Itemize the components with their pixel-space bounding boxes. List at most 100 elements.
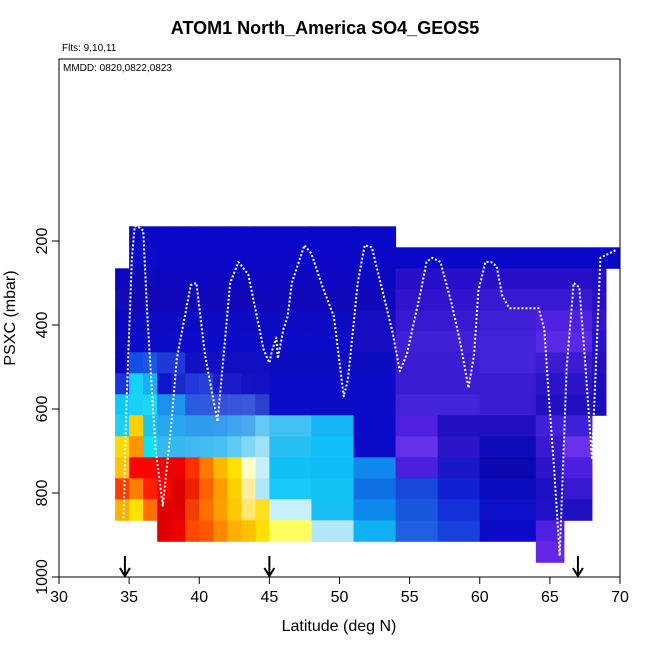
- heatmap-cell: [213, 247, 228, 269]
- heatmap-cell: [115, 352, 130, 374]
- y-tick-label: 600: [34, 396, 51, 423]
- heatmap-cell: [143, 268, 158, 290]
- heatmap-cell: [269, 352, 312, 374]
- heatmap-cell: [213, 289, 228, 311]
- heatmap-cell: [535, 520, 565, 542]
- heatmap-cell: [535, 247, 565, 269]
- heatmap-cell: [213, 478, 228, 500]
- heatmap-cell: [395, 394, 439, 416]
- heatmap-cell: [213, 310, 228, 332]
- flights-label: Flts: 9,10,11: [62, 43, 117, 54]
- heatmap-cell: [157, 457, 172, 479]
- heatmap-cell: [437, 520, 481, 542]
- heatmap-cell: [227, 478, 242, 500]
- heatmap-cell: [241, 520, 256, 542]
- heatmap-cell: [129, 331, 144, 353]
- heatmap-cell: [199, 394, 214, 416]
- heatmap-cell: [227, 268, 242, 290]
- heatmap-cell: [241, 310, 256, 332]
- heatmap-cell: [241, 247, 256, 269]
- heatmap-cell: [185, 247, 200, 269]
- heatmap-cell: [563, 478, 593, 500]
- heatmap-cell: [535, 436, 565, 458]
- heatmap-cell: [199, 331, 214, 353]
- heatmap-cell: [269, 226, 312, 248]
- heatmap-cell: [115, 457, 130, 479]
- heatmap-cell: [129, 499, 144, 521]
- heatmap-cell: [227, 436, 242, 458]
- heatmap-cell: [437, 415, 481, 437]
- heatmap-cell: [591, 373, 607, 395]
- heatmap-cell: [241, 478, 256, 500]
- x-tick-label: 65: [541, 589, 559, 606]
- heatmap-cell: [171, 331, 186, 353]
- heatmap-cell: [353, 520, 397, 542]
- heatmap-cell: [535, 457, 565, 479]
- heatmap-cell: [129, 226, 144, 248]
- heatmap-cell: [255, 268, 270, 290]
- heatmap-cell: [199, 478, 214, 500]
- heatmap-cell: [311, 247, 355, 269]
- heatmap-cell: [241, 436, 256, 458]
- heatmap-cell: [185, 415, 200, 437]
- heatmap-cell: [157, 247, 172, 269]
- heatmap-cell: [479, 310, 537, 332]
- heatmap-cell: [227, 247, 242, 269]
- heatmap-cell: [563, 331, 593, 353]
- heatmap-cell: [437, 289, 481, 311]
- x-tick-label: 30: [50, 589, 68, 606]
- heatmap-cell: [269, 520, 312, 542]
- heatmap-cell: [157, 373, 172, 395]
- heatmap-cell: [563, 247, 593, 269]
- heatmap-cell: [255, 457, 270, 479]
- heatmap-cell: [395, 415, 439, 437]
- heatmap-cell: [129, 352, 144, 374]
- heatmap-cell: [171, 520, 186, 542]
- heatmap-cell: [395, 247, 439, 269]
- heatmap-cell: [311, 331, 355, 353]
- heatmap-cell: [143, 478, 158, 500]
- heatmap-cell: [479, 352, 537, 374]
- heatmap-cell: [227, 457, 242, 479]
- heatmap-cell: [353, 457, 397, 479]
- heatmap-cell: [213, 226, 228, 248]
- heatmap-cell: [129, 457, 144, 479]
- heatmap-cell: [395, 436, 439, 458]
- heatmap-cell: [591, 352, 607, 374]
- heatmap-cell: [115, 478, 130, 500]
- heatmap-cell: [563, 457, 593, 479]
- heatmap-cell: [437, 247, 481, 269]
- heatmap-cell: [143, 373, 158, 395]
- heatmap-cell: [157, 352, 172, 374]
- heatmap-cell: [185, 226, 200, 248]
- heatmap-cell: [171, 499, 186, 521]
- heatmap-cell: [115, 310, 130, 332]
- heatmap-cell: [171, 457, 186, 479]
- heatmap-cell: [185, 394, 200, 416]
- heatmap-cell: [227, 520, 242, 542]
- heatmap-cell: [255, 226, 270, 248]
- heatmap-cell: [255, 520, 270, 542]
- x-axis-label: Latitude (deg N): [282, 618, 397, 635]
- heatmap-cell: [157, 310, 172, 332]
- heatmap-cell: [437, 457, 481, 479]
- arrow-head: [263, 567, 276, 578]
- heatmap-cell: [213, 331, 228, 353]
- heatmap-cell: [353, 226, 397, 248]
- heatmap-cell: [241, 415, 256, 437]
- heatmap-cell: [143, 394, 158, 416]
- heatmap-cell: [143, 331, 158, 353]
- heatmap-cell: [199, 457, 214, 479]
- heatmap-cell: [115, 268, 130, 290]
- x-tick-label: 55: [401, 589, 419, 606]
- heatmap-cell: [143, 247, 158, 269]
- heatmap-cell: [437, 310, 481, 332]
- chart-title: ATOM1 North_America SO4_GEOS5: [170, 18, 480, 38]
- heatmap-cell: [479, 268, 537, 290]
- heatmap-cell: [269, 499, 312, 521]
- y-tick-label: 200: [34, 228, 51, 255]
- heatmap-cell: [563, 352, 593, 374]
- heatmap-cell: [157, 226, 172, 248]
- heatmap-cell: [479, 520, 537, 542]
- heatmap-cell: [213, 268, 228, 290]
